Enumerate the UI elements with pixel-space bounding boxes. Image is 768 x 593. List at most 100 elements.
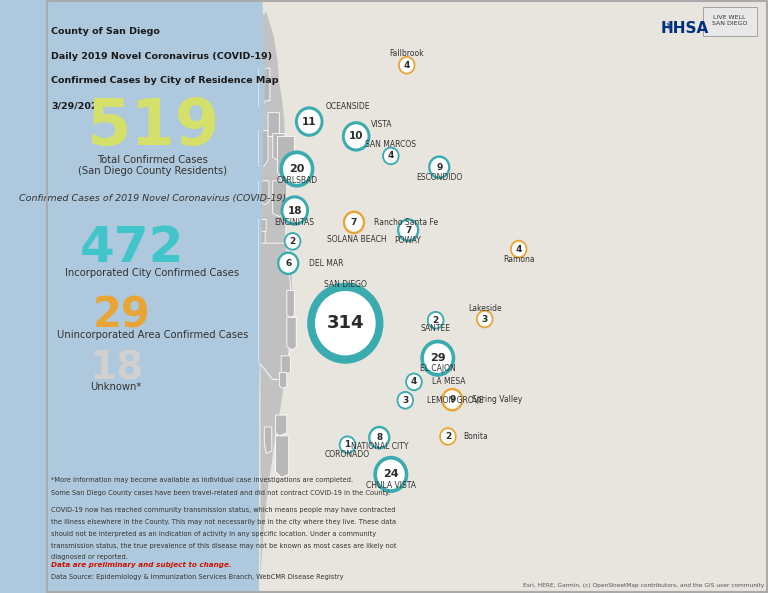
Text: LEMON GROVE: LEMON GROVE — [427, 396, 484, 405]
Ellipse shape — [370, 428, 388, 447]
Text: diagnosed or reported.: diagnosed or reported. — [51, 554, 127, 560]
Ellipse shape — [644, 426, 646, 428]
Text: Confirmed Cases by City of Residence Map: Confirmed Cases by City of Residence Map — [51, 76, 279, 85]
Ellipse shape — [345, 125, 368, 148]
Polygon shape — [259, 68, 270, 107]
Text: 10: 10 — [349, 132, 363, 141]
Polygon shape — [276, 415, 286, 436]
Text: 4: 4 — [388, 151, 394, 161]
Text: Ramona: Ramona — [503, 255, 535, 264]
Text: LIVE WELL
SAN DIEGO: LIVE WELL SAN DIEGO — [712, 15, 747, 26]
Text: Daily 2019 Novel Coronavirus (COVID-19): Daily 2019 Novel Coronavirus (COVID-19) — [51, 52, 273, 60]
Ellipse shape — [407, 375, 421, 389]
Text: CARLSBAD: CARLSBAD — [276, 176, 317, 186]
Polygon shape — [280, 372, 286, 388]
Ellipse shape — [397, 218, 419, 242]
Text: 6: 6 — [285, 259, 291, 268]
Text: Incorporated City Confirmed Cases: Incorporated City Confirmed Cases — [65, 268, 240, 278]
Text: 2: 2 — [445, 432, 451, 441]
Ellipse shape — [551, 207, 552, 208]
Ellipse shape — [295, 106, 323, 137]
Ellipse shape — [400, 58, 414, 72]
Ellipse shape — [368, 426, 390, 449]
Polygon shape — [276, 436, 289, 477]
Text: should not be interpreted as an indication of activity in any specific location.: should not be interpreted as an indicati… — [51, 531, 376, 537]
Text: Esri, HERE, Garmin, (c) OpenStreetMap contributors, and the GIS user community: Esri, HERE, Garmin, (c) OpenStreetMap co… — [523, 584, 764, 588]
Text: POWAY: POWAY — [395, 236, 422, 246]
Text: transmission status, the true prevalence of this disease may not be known as mos: transmission status, the true prevalence… — [51, 543, 396, 549]
Polygon shape — [277, 136, 294, 181]
Polygon shape — [258, 0, 265, 593]
Ellipse shape — [284, 232, 301, 251]
Ellipse shape — [441, 429, 455, 444]
Text: Unincorporated Area Confirmed Cases: Unincorporated Area Confirmed Cases — [57, 330, 248, 340]
Text: ENCINITAS: ENCINITAS — [275, 218, 315, 227]
Ellipse shape — [406, 372, 422, 391]
Text: 29: 29 — [430, 353, 445, 363]
Text: 1: 1 — [344, 440, 351, 449]
Text: 3/29/2020: 3/29/2020 — [51, 101, 104, 110]
Text: 18: 18 — [287, 206, 302, 215]
Text: 314: 314 — [326, 314, 364, 332]
Ellipse shape — [345, 213, 362, 232]
Text: Unknown*: Unknown* — [91, 382, 142, 391]
Text: 2: 2 — [290, 237, 296, 246]
Text: 29: 29 — [92, 295, 151, 336]
Ellipse shape — [510, 240, 528, 259]
Ellipse shape — [277, 251, 300, 275]
Ellipse shape — [339, 435, 356, 454]
Text: SANTEE: SANTEE — [421, 324, 451, 333]
Text: Data are preliminary and subject to change.: Data are preliminary and subject to chan… — [51, 562, 231, 568]
Ellipse shape — [343, 211, 365, 234]
Text: 8: 8 — [376, 433, 382, 442]
Text: 3: 3 — [482, 314, 488, 324]
FancyBboxPatch shape — [259, 0, 768, 593]
Ellipse shape — [441, 388, 463, 412]
Ellipse shape — [587, 355, 588, 356]
Ellipse shape — [695, 509, 697, 511]
Ellipse shape — [283, 199, 306, 222]
Ellipse shape — [373, 456, 409, 493]
Text: the illness elsewhere in the County. This may not necessarily be in the city whe: the illness elsewhere in the County. Thi… — [51, 519, 396, 525]
Text: 2: 2 — [432, 315, 439, 325]
Text: 20: 20 — [290, 164, 305, 174]
Polygon shape — [259, 130, 268, 166]
Polygon shape — [259, 243, 290, 380]
Text: 7: 7 — [405, 225, 412, 235]
Ellipse shape — [286, 234, 300, 248]
Ellipse shape — [511, 242, 525, 256]
Text: COVID-19 now has reached community transmission status, which means people may h: COVID-19 now has reached community trans… — [51, 507, 395, 513]
Text: 9: 9 — [436, 162, 442, 172]
Polygon shape — [264, 427, 272, 454]
Polygon shape — [259, 0, 768, 593]
Text: 472: 472 — [80, 224, 184, 272]
Polygon shape — [268, 113, 280, 136]
Text: EL CAJON: EL CAJON — [420, 364, 455, 374]
Ellipse shape — [427, 311, 445, 330]
Ellipse shape — [384, 149, 398, 163]
Text: ⚕: ⚕ — [666, 21, 671, 31]
Text: LA MESA: LA MESA — [432, 377, 465, 387]
Text: 4: 4 — [515, 244, 522, 254]
Text: Confirmed Cases of 2019 Novel Coronavirus (COVID-19): Confirmed Cases of 2019 Novel Coronaviru… — [19, 194, 286, 203]
Polygon shape — [286, 291, 294, 317]
Ellipse shape — [476, 310, 494, 329]
Text: 4: 4 — [411, 377, 417, 387]
Ellipse shape — [398, 56, 415, 75]
Ellipse shape — [342, 121, 370, 152]
Ellipse shape — [396, 391, 414, 410]
Text: Some San Diego County cases have been travel-related and did not contract COVID-: Some San Diego County cases have been tr… — [51, 490, 389, 496]
Text: County of San Diego: County of San Diego — [51, 27, 161, 36]
Text: 3: 3 — [402, 396, 409, 405]
Polygon shape — [281, 356, 290, 375]
Text: ESCONDIDO: ESCONDIDO — [416, 173, 462, 183]
Polygon shape — [273, 133, 285, 160]
Ellipse shape — [492, 100, 495, 101]
Ellipse shape — [377, 460, 405, 489]
Text: SOLANA BEACH: SOLANA BEACH — [327, 235, 387, 244]
Text: Total Confirmed Cases: Total Confirmed Cases — [97, 155, 208, 165]
Text: OCEANSIDE: OCEANSIDE — [326, 102, 370, 111]
Ellipse shape — [382, 146, 399, 165]
Text: VISTA: VISTA — [371, 120, 392, 129]
Polygon shape — [260, 12, 293, 575]
